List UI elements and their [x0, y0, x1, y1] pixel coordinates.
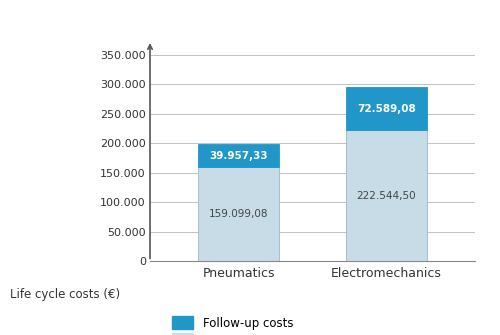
Text: 159.099,08: 159.099,08	[209, 209, 268, 219]
Text: Life cycle costs (€): Life cycle costs (€)	[10, 288, 120, 301]
Bar	[198, 168, 280, 261]
Text: 39.957,33: 39.957,33	[210, 151, 268, 161]
Bar	[346, 87, 427, 130]
Text: 222.544,50: 222.544,50	[356, 191, 416, 201]
Legend: Follow-up costs, Start-up costs: Follow-up costs, Start-up costs	[172, 316, 294, 335]
Bar	[346, 130, 427, 261]
Bar	[198, 144, 280, 168]
Text: 72.589,08: 72.589,08	[357, 104, 416, 114]
